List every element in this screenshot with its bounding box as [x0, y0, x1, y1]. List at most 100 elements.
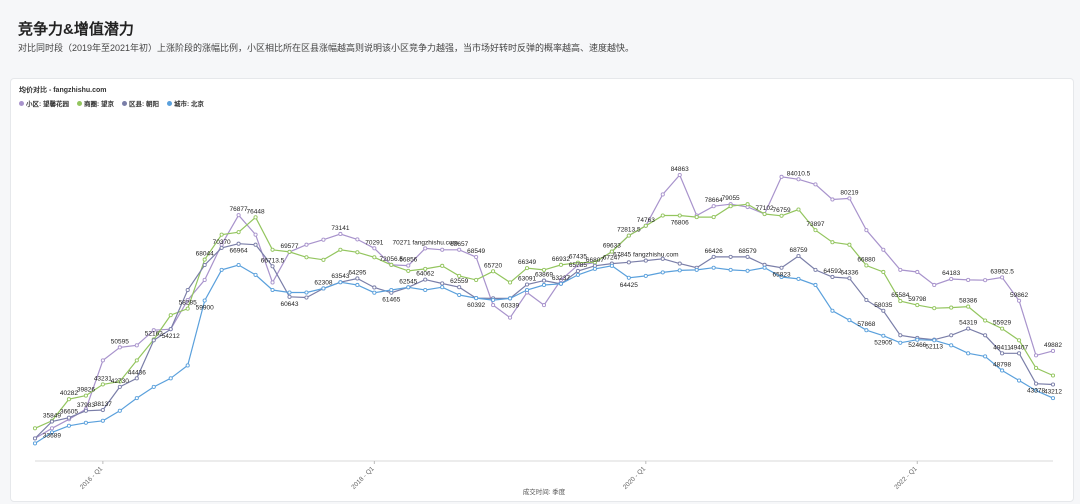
data-label: 61465	[382, 297, 400, 304]
data-point	[236, 230, 241, 235]
data-point	[864, 298, 869, 303]
data-point	[949, 305, 954, 310]
legend-item-business-area[interactable]: 商圈: 望京	[76, 98, 114, 108]
data-point	[762, 211, 767, 217]
data-point	[728, 204, 733, 209]
data-point	[575, 260, 580, 265]
data-point	[711, 215, 716, 220]
data-point	[745, 268, 750, 273]
data-point	[643, 258, 648, 263]
data-point	[253, 272, 258, 277]
data-point	[524, 282, 530, 287]
data-label: 76448	[247, 208, 265, 215]
data-point	[1050, 373, 1056, 378]
data-point	[694, 267, 699, 272]
data-point	[338, 280, 343, 285]
data-label: 60339	[501, 302, 519, 309]
data-point	[66, 423, 71, 428]
x-tick-label: 2018 - Q1	[350, 465, 376, 491]
data-point	[1050, 382, 1056, 387]
data-point	[406, 263, 411, 268]
data-point	[898, 333, 903, 338]
legend-label: 城市: 北京	[173, 101, 204, 108]
data-point	[372, 285, 377, 290]
data-point	[660, 256, 665, 261]
data-label: 65584	[891, 292, 909, 299]
data-point	[575, 272, 580, 277]
data-point	[32, 436, 38, 441]
data-point	[830, 274, 835, 280]
legend-item-community[interactable]: 小区: 望馨花园	[19, 98, 69, 108]
data-point	[711, 204, 716, 209]
data-point	[304, 295, 309, 300]
data-point	[338, 247, 343, 252]
data-point	[966, 351, 971, 356]
legend-item-district[interactable]: 区县: 朝阳	[121, 98, 159, 108]
data-point	[423, 266, 428, 271]
data-point	[1050, 348, 1056, 353]
data-point	[134, 376, 139, 381]
legend-dot-icon	[166, 100, 172, 106]
data-point	[796, 276, 801, 281]
data-point	[609, 263, 614, 268]
data-label: 69633	[603, 243, 621, 250]
data-label: 84010.5	[787, 170, 811, 177]
data-label: 37983	[77, 402, 95, 409]
data-point	[202, 262, 207, 268]
data-point	[372, 246, 377, 251]
data-label: 66807	[586, 257, 604, 264]
data-point	[949, 276, 954, 282]
data-point	[541, 278, 547, 283]
data-point	[864, 228, 869, 233]
data-point	[287, 249, 292, 254]
legend-item-city[interactable]: 城市: 北京	[166, 98, 204, 108]
data-point	[134, 343, 139, 348]
data-label: 38137	[94, 401, 112, 408]
data-point	[389, 287, 394, 293]
data-point	[474, 277, 479, 282]
data-point	[423, 277, 428, 282]
data-point	[49, 430, 55, 435]
data-label: 49882	[1044, 342, 1062, 349]
data-point	[847, 196, 852, 201]
data-label: 63952.5	[990, 268, 1014, 275]
data-label: 52466	[908, 342, 926, 349]
data-label: 70291	[365, 239, 383, 246]
data-point	[83, 408, 88, 413]
data-label: 49411	[993, 344, 1011, 351]
data-point	[406, 268, 411, 273]
data-point	[983, 278, 988, 283]
data-label: 62308	[314, 279, 332, 286]
data-point	[508, 280, 513, 285]
data-label: 64062	[416, 271, 434, 278]
data-label: 74763	[637, 217, 655, 224]
data-point	[643, 223, 648, 228]
data-point	[983, 318, 988, 323]
chart-legend: 小区: 望馨花园 商圈: 望京 区县: 朝阳 城市: 北京	[19, 98, 204, 108]
data-point	[66, 397, 71, 402]
data-point	[1050, 396, 1056, 401]
data-point	[864, 263, 869, 268]
data-point	[49, 426, 55, 431]
legend-dot-icon	[19, 100, 24, 106]
data-point	[524, 266, 530, 271]
data-label: 76759	[772, 207, 790, 214]
data-label: 52162	[145, 330, 163, 337]
data-point	[745, 202, 750, 207]
data-point	[779, 265, 784, 270]
data-point	[151, 338, 156, 343]
data-point	[660, 270, 665, 275]
data-point	[813, 182, 818, 187]
data-point	[660, 213, 665, 218]
data-point	[915, 337, 920, 342]
data-point	[983, 333, 988, 338]
data-point	[100, 418, 105, 423]
data-point	[813, 267, 818, 272]
data-label: 69577	[280, 243, 298, 250]
data-point	[117, 384, 122, 389]
data-label: 48798	[993, 361, 1011, 368]
data-label: 44436	[128, 369, 146, 376]
data-point	[440, 263, 445, 268]
data-point	[813, 228, 818, 233]
data-point	[321, 237, 326, 242]
